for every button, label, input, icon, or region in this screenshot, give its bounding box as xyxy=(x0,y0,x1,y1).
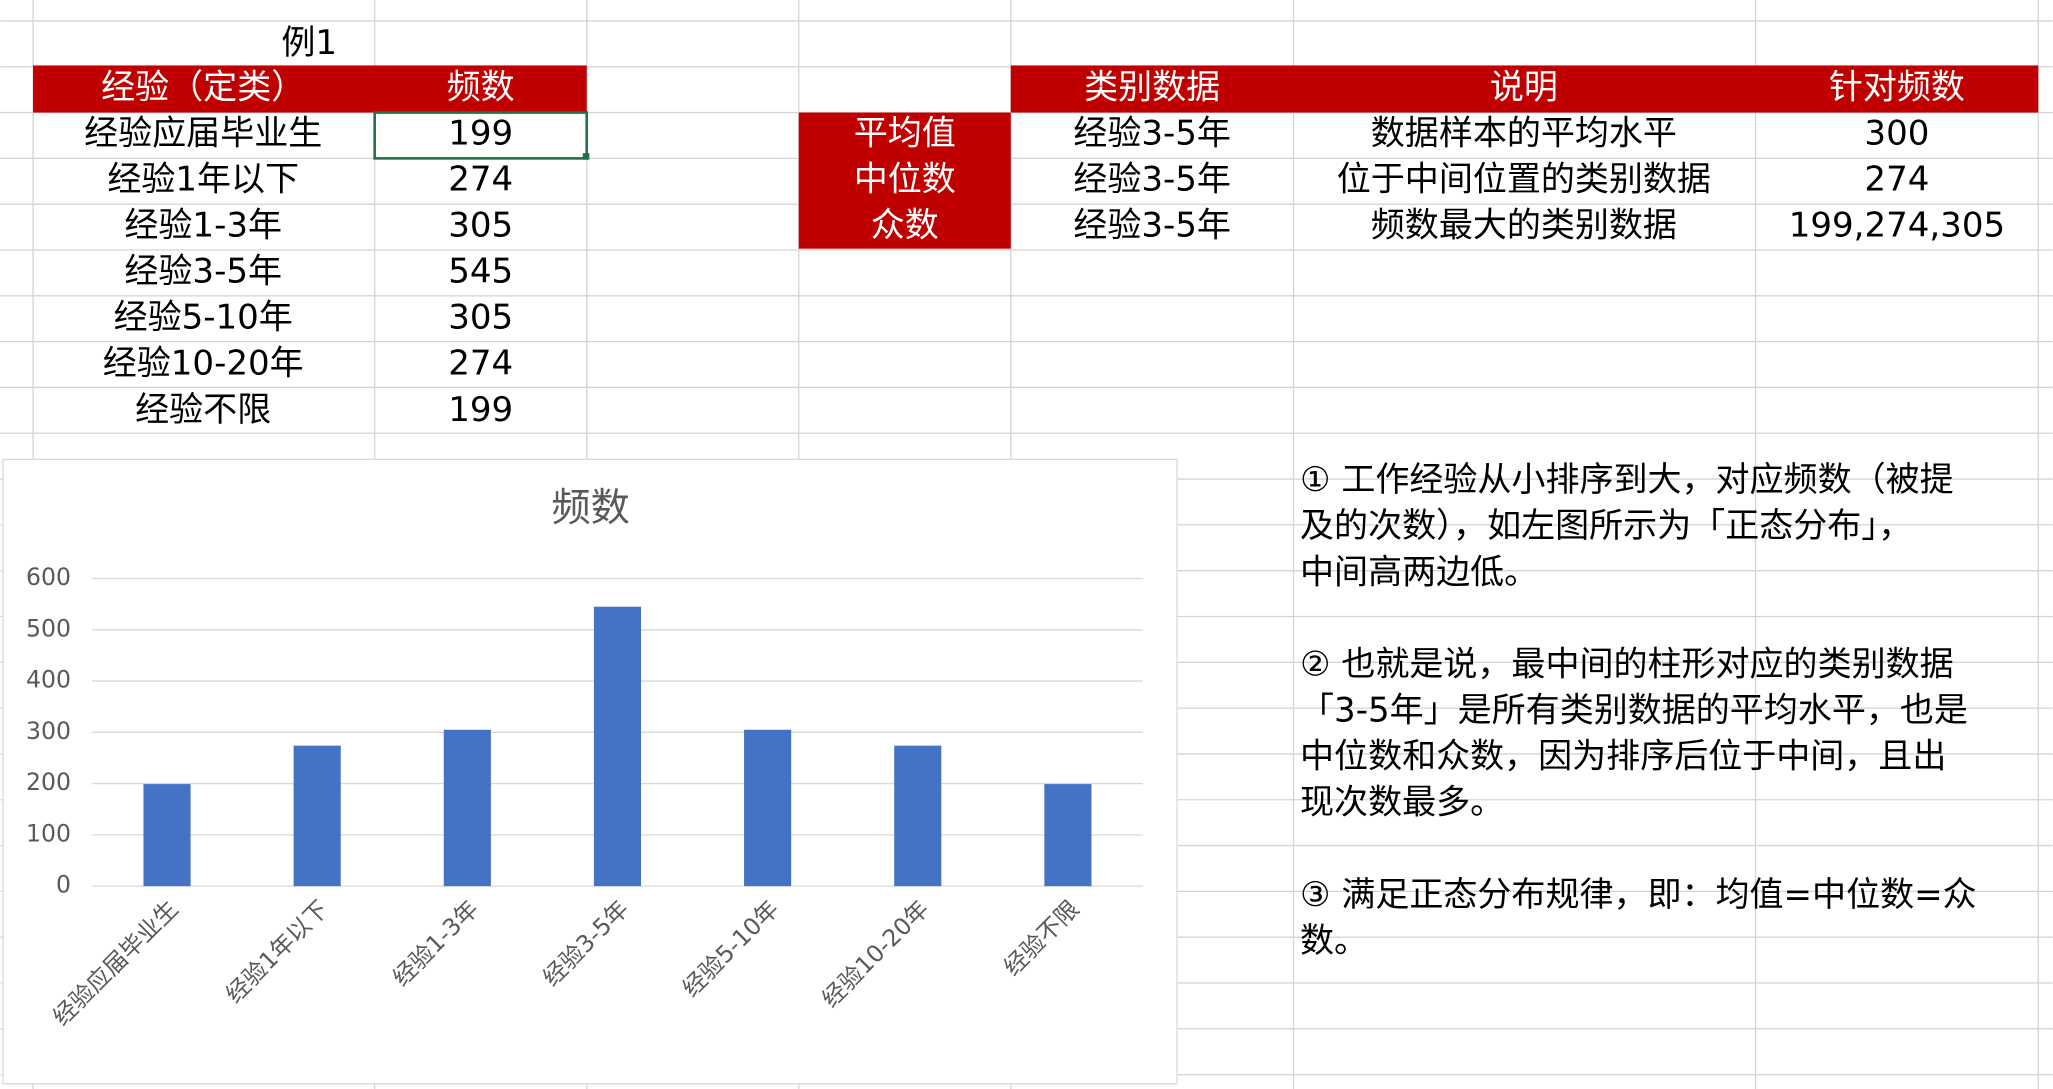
bar xyxy=(293,745,341,887)
table-cell: 位于中间位置的类别数据 xyxy=(1337,159,1711,199)
header-cell: 经验（定类） xyxy=(101,68,305,108)
header-bg xyxy=(1010,65,2039,113)
table-cell: 经验3-5年 xyxy=(124,252,282,292)
bar xyxy=(593,606,642,887)
table-cell: 经验5-10年 xyxy=(114,298,293,338)
chart-area[interactable] xyxy=(2,458,1178,1085)
table-cell: 274 xyxy=(448,159,513,199)
table-cell: 经验10-20年 xyxy=(103,344,304,384)
table-cell: 数据样本的平均水平 xyxy=(1371,113,1677,153)
bar xyxy=(143,784,191,887)
row-label-bg xyxy=(798,112,1011,249)
chart-title: 频数 xyxy=(551,486,630,531)
sheet-title: 例1 xyxy=(281,23,337,63)
header-cell: 类别数据 xyxy=(1084,68,1220,108)
table-cell: 经验1年以下 xyxy=(107,159,299,199)
table-cell: 300 xyxy=(1864,113,1929,153)
bar xyxy=(744,729,792,887)
fill-handle[interactable] xyxy=(582,153,590,160)
table-cell: 305 xyxy=(448,205,513,245)
table-cell: 545 xyxy=(448,252,513,292)
table-cell: 199 xyxy=(448,390,513,430)
table-cell: 经验3-5年 xyxy=(1073,205,1231,245)
y-tick-label: 400 xyxy=(26,666,71,694)
y-tick-label: 300 xyxy=(26,717,71,745)
y-tick-label: 0 xyxy=(56,871,71,899)
table-cell: 频数最大的类别数据 xyxy=(1371,205,1677,245)
table-cell: 274 xyxy=(448,344,513,384)
note-line: 数。 xyxy=(1300,921,1368,961)
table-cell: 经验3-5年 xyxy=(1073,159,1231,199)
note-line: ③ 满足正态分布规律，即：均值=中位数=众 xyxy=(1300,875,1977,915)
table-cell: 经验1-3年 xyxy=(124,205,282,245)
row-label: 中位数 xyxy=(854,159,956,199)
note-line: 现次数最多。 xyxy=(1300,783,1504,823)
note-line: ① 工作经验从小排序到大，对应频数（被提 xyxy=(1300,460,1954,500)
note-line: 中间高两边低。 xyxy=(1300,552,1538,592)
y-tick-label: 200 xyxy=(26,768,71,796)
header-cell: 频数 xyxy=(447,68,515,108)
y-tick-label: 100 xyxy=(26,819,71,847)
header-cell: 针对频数 xyxy=(1829,68,1965,108)
row-label: 众数 xyxy=(871,205,939,245)
y-tick-label: 500 xyxy=(26,614,71,642)
note-line: 「3-5年」是所有类别数据的平均水平，也是 xyxy=(1300,691,1968,731)
table-cell: 经验3-5年 xyxy=(1073,113,1231,153)
bar xyxy=(1044,784,1092,887)
y-tick-label: 600 xyxy=(26,563,71,591)
row-label: 平均值 xyxy=(854,113,956,153)
note-line: 及的次数），如左图所示为「正态分布」， xyxy=(1300,506,1912,546)
selected-cell[interactable] xyxy=(373,111,589,160)
table-cell: 199 xyxy=(448,113,513,153)
table-cell: 经验应届毕业生 xyxy=(84,113,322,153)
header-cell: 说明 xyxy=(1490,68,1558,108)
note-line: 中位数和众数，因为排序后位于中间，且出 xyxy=(1300,737,1946,777)
bar xyxy=(894,745,942,887)
table-cell: 305 xyxy=(448,298,513,338)
table-cell: 274 xyxy=(1864,159,1929,199)
note-line: ② 也就是说，最中间的柱形对应的类别数据 xyxy=(1300,644,1954,684)
header-bg xyxy=(33,65,587,113)
table-cell: 经验不限 xyxy=(135,390,271,430)
bar xyxy=(443,729,491,887)
table-cell: 199,274,305 xyxy=(1789,205,2005,245)
